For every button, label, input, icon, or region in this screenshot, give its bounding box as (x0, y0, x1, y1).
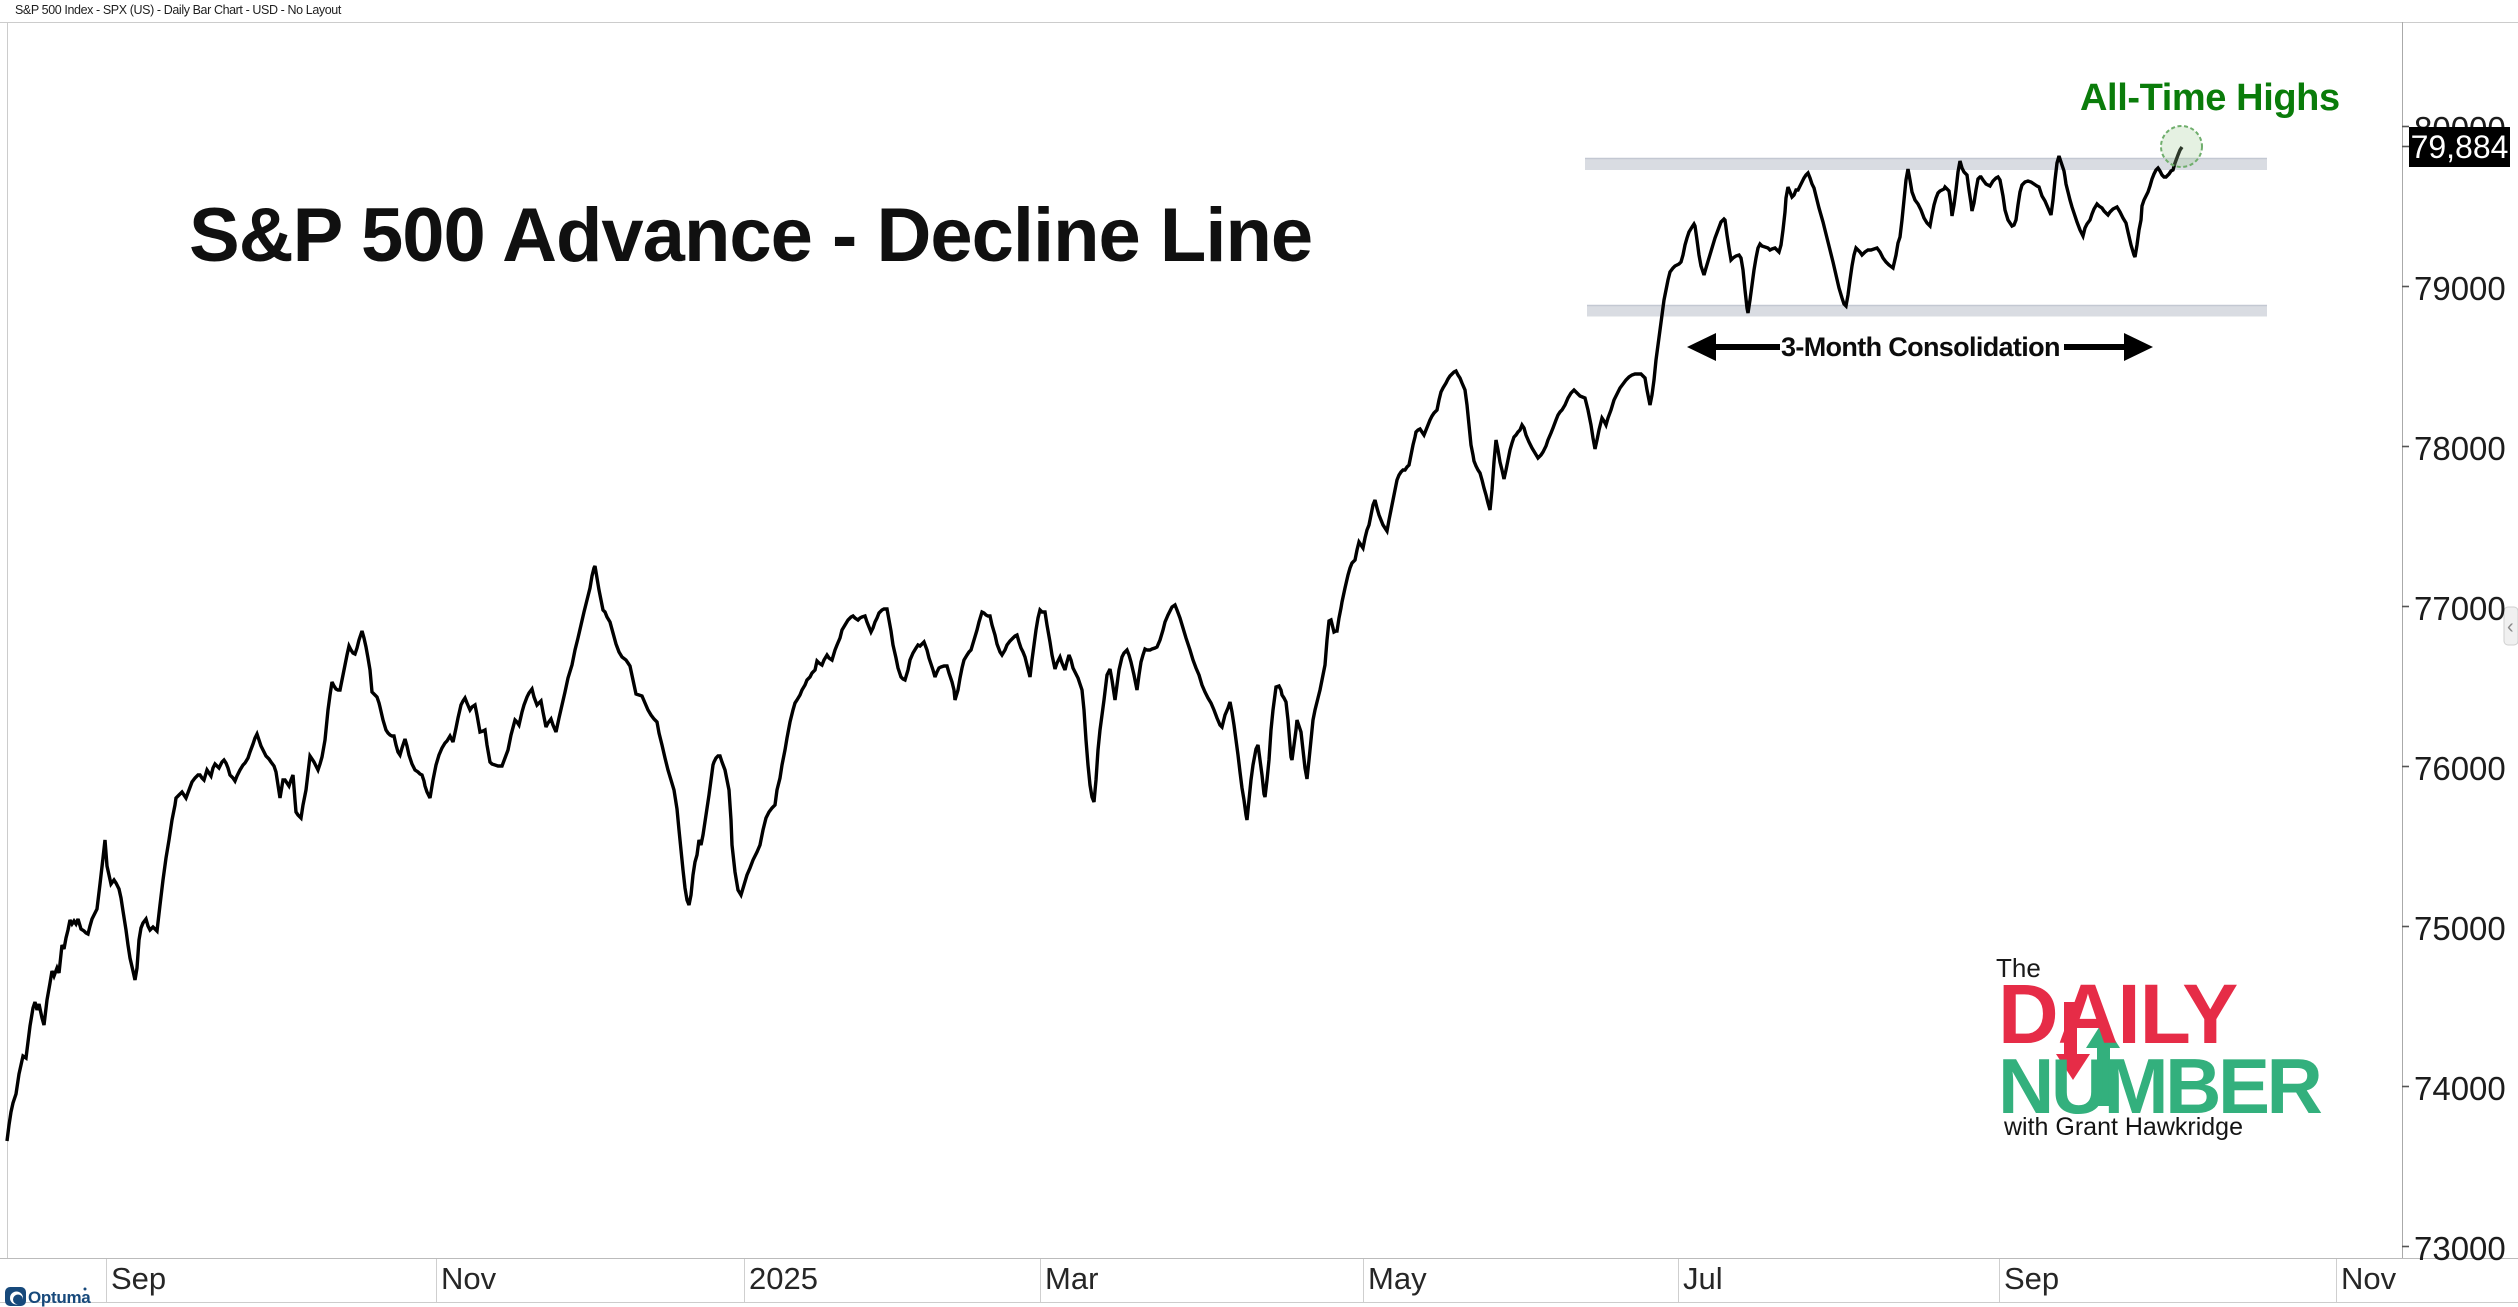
svg-text:‹: ‹ (2507, 616, 2514, 638)
